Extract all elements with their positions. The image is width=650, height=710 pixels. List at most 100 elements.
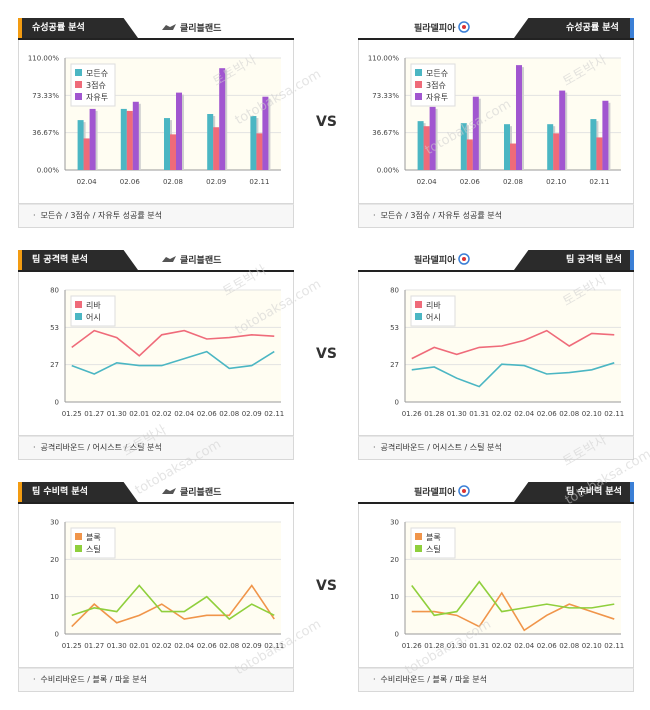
bar <box>164 118 170 170</box>
x-tick-label: 01.30 <box>107 642 127 650</box>
bar <box>417 121 424 170</box>
bar <box>207 114 214 170</box>
x-tick-label: 02.01 <box>129 642 149 650</box>
series-line <box>411 362 615 388</box>
team-name-container: 클리블랜드 <box>158 253 221 267</box>
y-tick-label: 53 <box>50 324 59 332</box>
x-tick-label: 02.11 <box>604 642 624 650</box>
bar <box>460 123 467 170</box>
chart-caption: 모든슈 / 3점슈 / 자유투 성공률 분석 <box>358 204 634 228</box>
x-tick-label: 02.01 <box>129 410 149 418</box>
panel-header: 필라델피아 팀 수비력 분석 <box>358 482 634 504</box>
legend-label: 모든슈 <box>86 69 108 78</box>
x-tick-label: 02.09 <box>206 178 226 186</box>
x-tick-label: 02.02 <box>492 410 512 418</box>
x-tick-label: 02.11 <box>249 178 269 186</box>
panel-defense-phi: 필라델피아 팀 수비력 분석 30 20 10 0 01.26 01.28 01.30 01.… <box>358 482 634 692</box>
x-tick-label: 01.31 <box>469 642 489 650</box>
chart-box: 30 20 10 0 01.26 01.28 01.30 01.31 02.02 02.04 02.… <box>358 504 634 668</box>
y-tick-label: 36.67% <box>32 129 59 137</box>
panel-shooting-cle: 슈성공률 분석 클리블랜드 110.00% 73.33% 36.67% 0.00% 02… <box>18 18 294 228</box>
x-tick-label: 02.09 <box>242 410 262 418</box>
legend-label: 어시 <box>426 312 441 322</box>
series-line <box>71 329 275 357</box>
team-name: 필라델피아 <box>414 24 456 34</box>
legend-swatch <box>415 81 422 88</box>
x-tick-label: 01.28 <box>424 410 444 418</box>
bar <box>466 139 473 170</box>
x-tick-label: 02.04 <box>514 410 535 418</box>
x-tick-label: 01.26 <box>402 410 423 418</box>
x-tick-label: 02.08 <box>559 410 579 418</box>
y-tick-label: 0 <box>55 399 59 407</box>
bar <box>553 133 560 170</box>
vs-label: VS <box>316 578 337 594</box>
y-tick-label: 27 <box>50 361 59 369</box>
bar <box>596 137 603 170</box>
x-tick-label: 02.06 <box>120 178 141 186</box>
panel-header: 팀 수비력 분석 클리블랜드 <box>18 482 294 504</box>
legend-swatch <box>415 69 422 76</box>
x-tick-label: 01.25 <box>62 642 82 650</box>
team-name-container: 필라델피아 <box>414 253 473 268</box>
bar <box>170 134 176 170</box>
legend-swatch <box>415 301 422 308</box>
x-tick-label: 02.04 <box>514 642 535 650</box>
panel-header: 팀 공격력 분석 클리블랜드 <box>18 250 294 272</box>
y-tick-label: 0.00% <box>377 167 400 175</box>
x-tick-label: 02.06 <box>197 410 218 418</box>
chart-caption: 공격리바운드 / 어시스트 / 스틸 분석 <box>18 436 294 460</box>
section-tab: 팀 공격력 분석 <box>514 250 634 270</box>
bar <box>472 96 479 170</box>
y-tick-label: 80 <box>50 287 59 295</box>
chart-box: 80 53 27 0 01.26 01.28 01.30 01.31 02.02 02.04 02.… <box>358 272 634 436</box>
x-tick-label: 02.11 <box>589 178 609 186</box>
legend-swatch <box>75 69 82 76</box>
x-tick-label: 02.08 <box>219 410 239 418</box>
y-tick-label: 53 <box>390 324 399 332</box>
x-tick-label: 02.11 <box>264 410 284 418</box>
x-tick-label: 02.08 <box>163 178 183 186</box>
bar <box>126 110 133 170</box>
bar <box>504 124 510 170</box>
bar <box>77 120 84 170</box>
chart-box: 80 53 27 0 01.25 01.27 01.30 02.01 02.02 02.04 02.… <box>18 272 294 436</box>
legend-swatch <box>415 533 422 540</box>
x-tick-label: 02.11 <box>604 410 624 418</box>
x-tick-label: 02.02 <box>492 642 512 650</box>
y-tick-label: 36.67% <box>372 129 399 137</box>
bar <box>176 92 182 170</box>
legend-label: 어시 <box>86 312 101 322</box>
legend-swatch <box>75 533 82 540</box>
x-tick-label: 02.11 <box>264 642 284 650</box>
76ers-logo-icon <box>458 485 471 500</box>
vs-label: VS <box>316 114 337 130</box>
bar-chart: 110.00% 73.33% 36.67% 0.00% 02.04 02.06 02.08 0… <box>368 55 621 186</box>
team-name: 클리블랜드 <box>180 488 222 498</box>
x-tick-label: 01.30 <box>447 410 467 418</box>
panel-header: 필라델피아 팀 공격력 분석 <box>358 250 634 272</box>
panel-offense-phi: 필라델피아 팀 공격력 분석 80 53 27 0 01.26 01.28 01.30 01.… <box>358 250 634 460</box>
section-tab: 팀 공격력 분석 <box>18 250 138 270</box>
y-tick-label: 73.33% <box>32 92 59 100</box>
section-tab: 팀 수비력 분석 <box>514 482 634 502</box>
chart-caption: 공격리바운드 / 어시스트 / 스틸 분석 <box>358 436 634 460</box>
team-name-container: 필라델피아 <box>414 485 473 500</box>
x-tick-label: 02.08 <box>219 642 239 650</box>
legend-label: 3점슈 <box>426 80 446 90</box>
cavaliers-logo-icon <box>161 254 177 267</box>
series-line <box>411 580 615 617</box>
y-tick-label: 30 <box>390 519 399 527</box>
legend-label: 리바 <box>426 300 441 310</box>
y-tick-label: 110.00% <box>28 55 59 63</box>
bar <box>590 119 597 170</box>
chart-caption: 모든슈 / 3점슈 / 자유투 성공률 분석 <box>18 204 294 228</box>
bar <box>219 68 226 170</box>
bar <box>213 127 220 170</box>
legend-swatch <box>75 545 82 552</box>
series-line <box>411 329 615 360</box>
x-tick-label: 02.06 <box>537 410 558 418</box>
x-tick-label: 02.04 <box>174 410 195 418</box>
